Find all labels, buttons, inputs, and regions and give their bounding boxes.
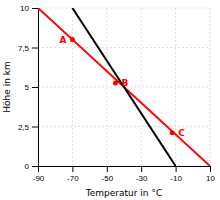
x-axis-tick-mark bbox=[107, 166, 108, 172]
y-axis-tick-label: 5 bbox=[25, 83, 30, 92]
x-axis-tick-mark bbox=[176, 166, 177, 172]
annotation-label: C bbox=[178, 128, 185, 138]
x-axis-tick-label: -10 bbox=[170, 174, 182, 183]
grid-line-y bbox=[38, 126, 210, 127]
x-axis-tick: 10 bbox=[206, 166, 215, 183]
x-axis-tick-mark bbox=[210, 166, 211, 172]
point-marker bbox=[170, 130, 175, 135]
y-axis-domain bbox=[32, 9, 39, 167]
x-axis-tick-label: 10 bbox=[206, 174, 215, 183]
y-axis-tick-label: 0 bbox=[25, 162, 30, 171]
x-axis-domain bbox=[39, 167, 211, 173]
y-axis-tick-label: 2,5 bbox=[18, 123, 30, 132]
x-axis-tick: -10 bbox=[170, 166, 182, 183]
point-marker bbox=[70, 37, 75, 42]
y-axis-tick: 10 bbox=[20, 4, 38, 13]
x-axis-tick: -70 bbox=[67, 166, 79, 183]
x-axis-tick: -50 bbox=[102, 166, 114, 183]
series-line bbox=[38, 8, 210, 166]
chart-svg: -90 -70 -50 -30 -10 10 0 2,5 5 7,5 10 A B C Temperatur… bbox=[0, 0, 220, 200]
plot: -90 -70 -50 -30 -10 10 0 2,5 5 7,5 10 A B C bbox=[18, 4, 216, 183]
x-axis-tick-label: -70 bbox=[67, 174, 79, 183]
annotation-label: B bbox=[121, 78, 128, 88]
y-axis-tick-label: 7,5 bbox=[18, 44, 30, 53]
point-marker bbox=[113, 81, 118, 86]
x-axis-tick: -90 bbox=[33, 166, 45, 183]
y-axis-tick: 0 bbox=[25, 162, 38, 171]
annotations: A B C bbox=[59, 35, 185, 138]
y-axis-tick-mark bbox=[32, 8, 38, 9]
x-axis-tick: -30 bbox=[136, 166, 148, 183]
x-axis-tick-label: -30 bbox=[136, 174, 148, 183]
y-axis-tick-mark bbox=[32, 166, 38, 167]
x-axis-tick-mark bbox=[72, 166, 73, 172]
x-axis-tick-label: -90 bbox=[33, 174, 45, 183]
y-axis: 0 2,5 5 7,5 10 bbox=[18, 4, 39, 171]
y-axis-tick-mark bbox=[32, 48, 38, 49]
grid bbox=[38, 8, 210, 166]
y-axis-title: Höhe in km bbox=[2, 61, 12, 112]
y-axis-tick-label: 10 bbox=[20, 4, 29, 13]
annotation-label: A bbox=[59, 35, 66, 45]
y-axis-tick: 2,5 bbox=[18, 123, 38, 132]
series-line bbox=[72, 8, 175, 166]
grid-line-x bbox=[72, 8, 73, 166]
grid-line-y bbox=[38, 47, 210, 48]
x-axis-tick-label: -50 bbox=[102, 174, 114, 183]
x-axis-tick-mark bbox=[141, 166, 142, 172]
y-axis-tick: 5 bbox=[25, 83, 38, 92]
y-axis-tick-mark bbox=[32, 87, 38, 88]
grid-line-y bbox=[38, 8, 210, 9]
y-axis-tick: 7,5 bbox=[18, 44, 38, 53]
marks bbox=[38, 8, 210, 166]
grid-line-x bbox=[141, 8, 142, 166]
y-axis-tick-mark bbox=[32, 127, 38, 128]
x-axis: -90 -70 -50 -30 -10 10 bbox=[33, 166, 216, 183]
x-axis-title: Temperatur in °C bbox=[85, 188, 162, 198]
chart-container: -90 -70 -50 -30 -10 10 0 2,5 5 7,5 10 A B C Temperatur… bbox=[0, 0, 220, 200]
